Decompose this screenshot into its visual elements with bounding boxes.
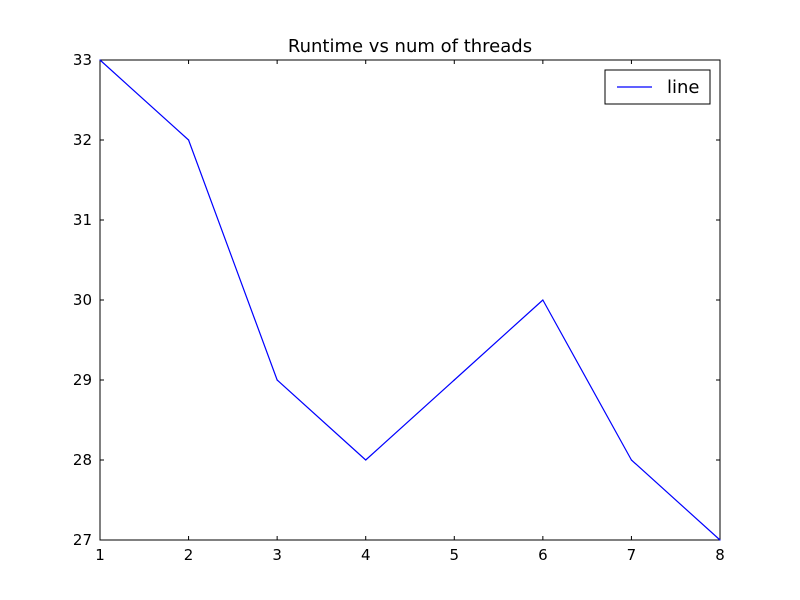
x-tick-label: 2 (184, 546, 194, 564)
x-tick-label: 3 (272, 546, 282, 564)
ticks-layer: 1 2 3 4 5 6 7 8 27 28 29 30 31 32 33 (73, 51, 725, 564)
legend-label: line (667, 77, 699, 98)
data-point (99, 59, 101, 61)
chart-title: Runtime vs num of threads (288, 36, 532, 57)
x-tick-label: 1 (95, 546, 105, 564)
x-tick-label: 5 (450, 546, 460, 564)
y-tick-label: 28 (73, 451, 92, 469)
data-point (630, 459, 633, 461)
y-tick-label: 29 (73, 371, 92, 389)
x-tick-label: 7 (627, 546, 637, 564)
data-point (453, 379, 455, 381)
data-point (365, 459, 367, 461)
y-tick-label: 27 (73, 531, 92, 549)
series-layer (99, 59, 721, 541)
y-tick-label: 32 (73, 131, 92, 149)
legend: line (604, 69, 711, 105)
y-tick-label: 33 (73, 51, 92, 69)
y-tick-label: 31 (73, 211, 92, 229)
plot-frame (99, 59, 721, 541)
y-tick-label: 30 (73, 291, 92, 309)
x-tick-label: 6 (538, 546, 548, 564)
x-tick-label: 8 (715, 546, 725, 564)
data-point (719, 539, 721, 541)
data-point (187, 139, 190, 141)
data-point (542, 299, 544, 301)
x-tick-label: 4 (361, 546, 371, 564)
data-point (276, 379, 278, 381)
series-line (99, 59, 721, 541)
